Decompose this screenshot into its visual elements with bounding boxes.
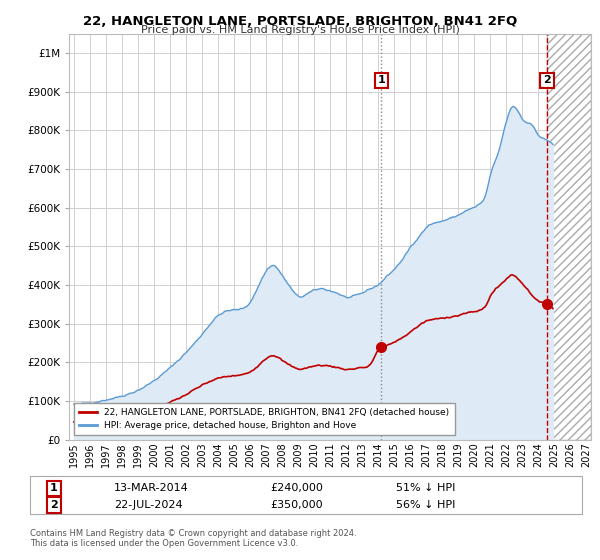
Text: 2: 2 (543, 75, 551, 85)
Text: 22-JUL-2024: 22-JUL-2024 (114, 500, 182, 510)
Text: 1: 1 (377, 75, 385, 85)
Text: £350,000: £350,000 (270, 500, 323, 510)
Text: Contains HM Land Registry data © Crown copyright and database right 2024.
This d: Contains HM Land Registry data © Crown c… (30, 529, 356, 548)
Text: £240,000: £240,000 (270, 483, 323, 493)
Text: 51% ↓ HPI: 51% ↓ HPI (396, 483, 455, 493)
Text: 2: 2 (50, 500, 58, 510)
Text: Price paid vs. HM Land Registry's House Price Index (HPI): Price paid vs. HM Land Registry's House … (140, 25, 460, 35)
Legend: 22, HANGLETON LANE, PORTSLADE, BRIGHTON, BN41 2FQ (detached house), HPI: Average: 22, HANGLETON LANE, PORTSLADE, BRIGHTON,… (74, 403, 455, 435)
Text: 22, HANGLETON LANE, PORTSLADE, BRIGHTON, BN41 2FQ: 22, HANGLETON LANE, PORTSLADE, BRIGHTON,… (83, 15, 517, 27)
Text: 56% ↓ HPI: 56% ↓ HPI (396, 500, 455, 510)
Text: 13-MAR-2014: 13-MAR-2014 (114, 483, 189, 493)
Text: 1: 1 (50, 483, 58, 493)
